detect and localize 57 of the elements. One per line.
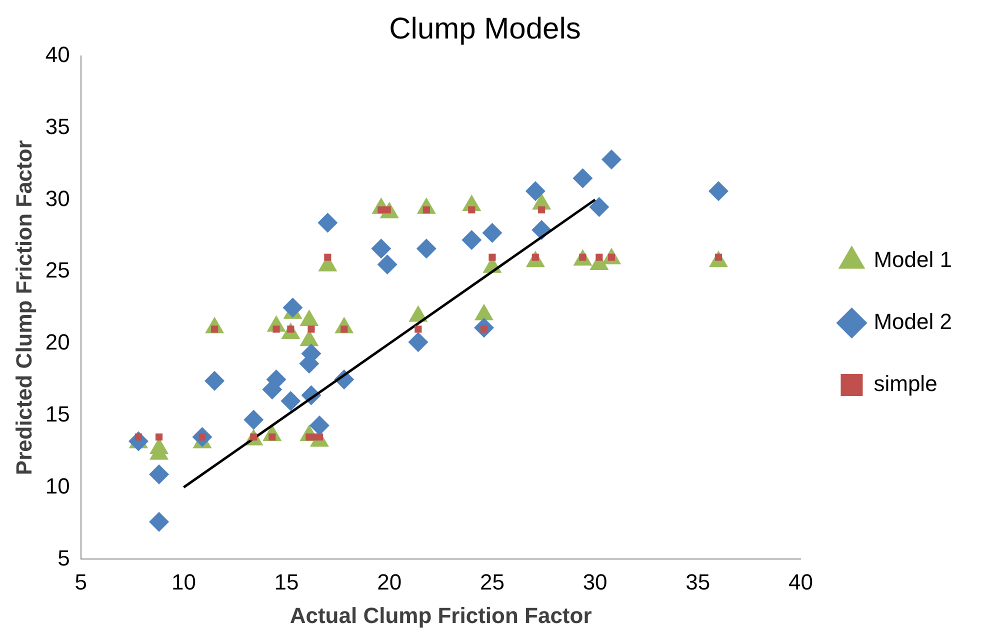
x-tick-label: 5	[74, 569, 87, 594]
point	[482, 222, 502, 243]
point	[282, 298, 303, 318]
point	[422, 206, 430, 214]
point	[416, 238, 436, 259]
chart-title: Clump Models	[389, 12, 581, 46]
x-tick-label: 30	[582, 569, 608, 594]
y-tick-label: 25	[45, 258, 70, 283]
point	[308, 326, 315, 333]
point	[211, 326, 218, 333]
point	[149, 464, 170, 484]
x-tick-label: 15	[274, 569, 299, 594]
point	[378, 206, 385, 214]
point	[589, 196, 610, 217]
point	[272, 326, 280, 333]
point	[280, 391, 301, 412]
x-axis-title: Actual Clump Friction Factor	[290, 602, 592, 628]
point	[414, 326, 422, 333]
point	[318, 212, 338, 233]
y-tick-label: 20	[45, 330, 70, 355]
legend-label: Model 1	[874, 247, 952, 272]
point	[408, 332, 428, 352]
point	[155, 433, 163, 441]
point	[525, 181, 546, 202]
y-tick-label: 15	[45, 401, 70, 426]
point	[340, 326, 348, 333]
x-tick-label: 25	[480, 569, 504, 594]
point	[306, 433, 313, 441]
legend-label: Model 2	[874, 309, 952, 334]
point	[468, 206, 476, 214]
y-tick-label: 35	[45, 114, 70, 139]
y-axis-title: Predicted Clump Friction Factor	[11, 140, 36, 476]
point	[149, 512, 170, 532]
point	[371, 238, 392, 259]
point	[488, 254, 496, 261]
x-tick-label: 20	[377, 569, 402, 594]
point	[244, 410, 264, 430]
point	[596, 254, 603, 261]
point	[377, 254, 398, 274]
point	[324, 254, 332, 261]
x-tick-label: 40	[788, 569, 813, 594]
point	[204, 370, 225, 391]
legend-label: simple	[874, 371, 938, 396]
point	[708, 181, 728, 202]
point	[602, 150, 622, 170]
x-tick-label: 35	[686, 569, 710, 594]
point	[316, 433, 323, 441]
point	[572, 168, 593, 188]
point	[538, 206, 546, 214]
y-tick-label: 5	[58, 545, 70, 570]
point	[462, 230, 482, 250]
y-tick-label: 40	[45, 42, 70, 68]
point	[134, 433, 142, 441]
y-tick-label: 10	[45, 473, 70, 498]
y-tick-label: 30	[45, 186, 70, 211]
point	[309, 415, 330, 436]
x-tick-label: 10	[171, 569, 196, 594]
